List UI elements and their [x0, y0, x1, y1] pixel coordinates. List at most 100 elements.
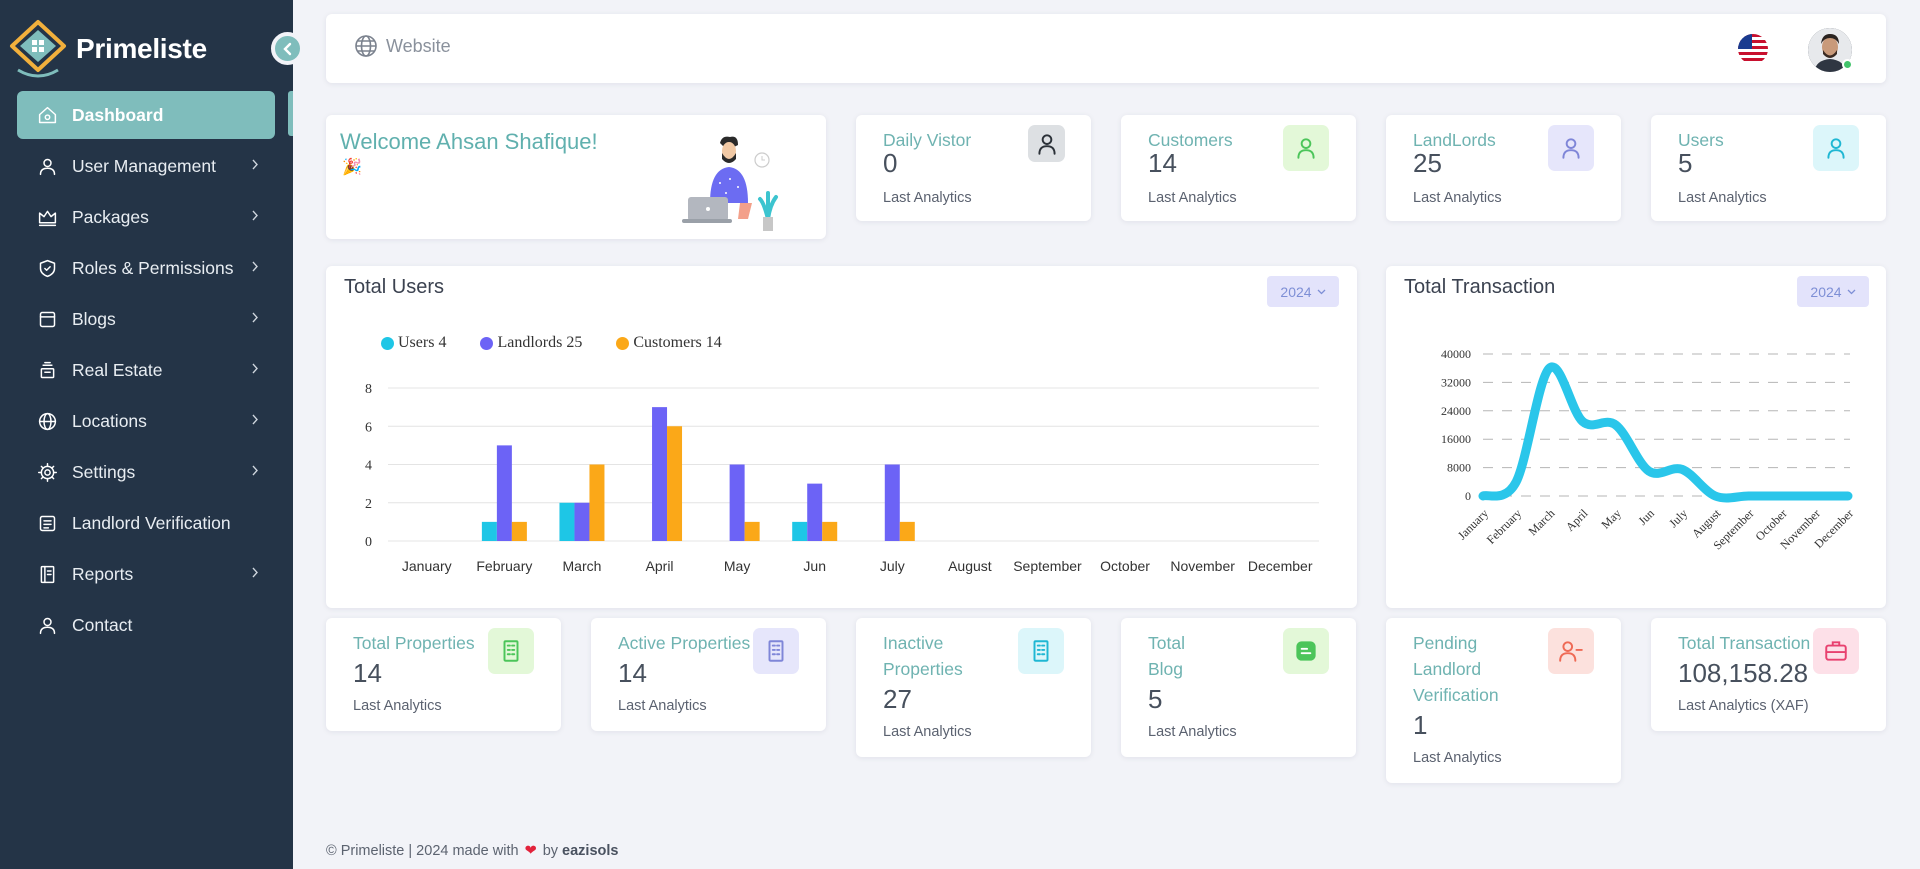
gear-icon: [36, 461, 58, 483]
document-icon: [36, 512, 58, 534]
stat-label: Pending Landlord Verification: [1413, 630, 1499, 708]
stat-label-line: Blog: [1148, 659, 1184, 679]
sidebar-item-reports[interactable]: Reports: [17, 550, 275, 598]
sidebar-item-dashboard[interactable]: Dashboard: [17, 91, 275, 139]
footer: © Primeliste | 2024 made with ❤ by eazis…: [326, 843, 618, 859]
us-flag-icon[interactable]: [1738, 34, 1768, 64]
transaction-year-value: 2024: [1810, 283, 1842, 300]
stat-label: Daily Vistor: [883, 130, 972, 150]
legend-swatch: [381, 336, 394, 350]
stat-label: Total Properties: [353, 630, 475, 656]
brand-name: Primeliste: [76, 33, 207, 64]
sidebar-nav: Dashboard User Management Packages Roles & …: [17, 91, 275, 652]
sidebar-item-locations[interactable]: Locations: [17, 397, 275, 445]
bar-landlords-march[interactable]: [574, 502, 590, 541]
legend-item-customers[interactable]: Customers 14: [616, 334, 722, 352]
bar-customers-may[interactable]: [744, 521, 760, 541]
stat-sub: Last Analytics: [1148, 724, 1237, 740]
sidebar-item-label: User Management: [72, 155, 216, 176]
stat-card-daily-vistor: Daily Vistor 0 Last Analytics: [856, 115, 1091, 221]
stat-label: LandLords: [1413, 130, 1496, 150]
transaction-year-select[interactable]: 2024: [1797, 276, 1869, 307]
user-icon: [1283, 125, 1329, 171]
stat-sub: Last Analytics: [353, 698, 442, 714]
welcome-title: Welcome Ahsan Shafique!: [340, 129, 598, 154]
sidebar-item-blogs[interactable]: Blogs: [17, 295, 275, 343]
bar-chart-legend: Users 4 Landlords 25 Customers 14: [381, 334, 756, 352]
sidebar-item-contact[interactable]: Contact: [17, 601, 275, 649]
sidebar-item-label: Landlord Verification: [72, 512, 231, 533]
bar-customers-february[interactable]: [511, 521, 527, 541]
sidebar-item-label: Contact: [72, 614, 133, 635]
user-avatar[interactable]: [1808, 28, 1853, 72]
developer-illustration: [682, 136, 778, 231]
bar-customers-april[interactable]: [667, 426, 683, 541]
brand[interactable]: Primeliste: [8, 18, 207, 80]
home-icon: [36, 104, 58, 126]
chevron-left-icon: [282, 42, 291, 55]
legend-item-landlords[interactable]: Landlords 25: [480, 334, 582, 352]
sidebar-item-real-estate[interactable]: Real Estate: [17, 346, 275, 394]
bar-customers-july[interactable]: [899, 521, 915, 541]
user-icon: [1548, 125, 1594, 171]
legend-swatch: [480, 336, 494, 350]
stat-value: 5: [1678, 148, 1693, 178]
chevron-down-icon: [1847, 289, 1856, 294]
bar-landlords-jun[interactable]: [807, 483, 823, 541]
crown-icon: [36, 206, 58, 228]
stat-value: 14: [618, 658, 647, 688]
users-year-select[interactable]: 2024: [1267, 276, 1339, 307]
sidebar-item-user-management[interactable]: User Management: [17, 142, 275, 190]
user-icon: [1028, 125, 1065, 162]
bar-users-march[interactable]: [559, 502, 575, 541]
globe-icon: [355, 35, 377, 57]
sidebar-item-settings[interactable]: Settings: [17, 448, 275, 496]
legend-item-users[interactable]: Users 4: [381, 334, 446, 352]
stat-card-total-blog: Total Blog 5 Last Analytics: [1121, 618, 1356, 757]
stat-card-total-transaction: Total Transaction 108,158.28 Last Analyt…: [1651, 618, 1886, 731]
stat-sub: Last Analytics: [883, 190, 972, 206]
shield-icon: [36, 257, 58, 279]
stat-card-inactive-properties: Inactive Properties 27 Last Analytics: [856, 618, 1091, 757]
stat-label: Active Properties: [618, 630, 750, 656]
window-icon: [36, 308, 58, 330]
chevron-right-icon: [252, 261, 258, 272]
bar-landlords-may[interactable]: [729, 464, 745, 542]
legend-label: Users 4: [398, 334, 447, 351]
stat-label: Total Blog: [1148, 630, 1185, 682]
x-tick-label: March: [563, 558, 602, 574]
chevron-right-icon: [252, 567, 258, 578]
total-transaction-title: Total Transaction: [1404, 276, 1556, 298]
sidebar-item-roles-permissions[interactable]: Roles & Permissions: [17, 244, 275, 292]
sidebar-collapse-button[interactable]: [271, 32, 304, 65]
transaction-line[interactable]: [1478, 362, 1853, 503]
bar-customers-jun[interactable]: [822, 521, 838, 541]
stat-label-line: Inactive: [883, 633, 944, 653]
logo-icon: [10, 20, 66, 78]
bar-users-jun[interactable]: [792, 521, 808, 541]
globe-icon: [36, 410, 58, 432]
stat-label-line: Verification: [1413, 685, 1499, 705]
stat-label: Inactive Properties: [883, 630, 963, 682]
stat-value: 25: [1413, 148, 1442, 178]
bar-customers-march[interactable]: [589, 464, 605, 542]
chevron-right-icon: [252, 312, 258, 323]
users-year-value: 2024: [1280, 283, 1312, 300]
x-tick-label: Jun: [1635, 506, 1657, 528]
sidebar-item-packages[interactable]: Packages: [17, 193, 275, 241]
stat-sub: Last Analytics: [1413, 190, 1502, 206]
x-tick-label: September: [1013, 558, 1082, 574]
sidebar-item-landlord-verification[interactable]: Landlord Verification: [17, 499, 275, 547]
x-tick-label: May: [1598, 506, 1623, 531]
bar-landlords-july[interactable]: [884, 464, 900, 542]
online-status-dot: [1842, 59, 1853, 70]
y-tick-label: 40000: [1441, 347, 1471, 361]
website-link[interactable]: Website: [354, 34, 451, 58]
bar-users-february[interactable]: [481, 521, 497, 541]
footer-company-link[interactable]: eazisols: [562, 843, 619, 859]
bar-landlords-april[interactable]: [652, 407, 668, 541]
bar-landlords-february[interactable]: [496, 445, 512, 541]
x-tick-label: May: [724, 558, 750, 574]
x-tick-label: February: [476, 558, 532, 574]
x-tick-label: July: [1666, 506, 1690, 530]
